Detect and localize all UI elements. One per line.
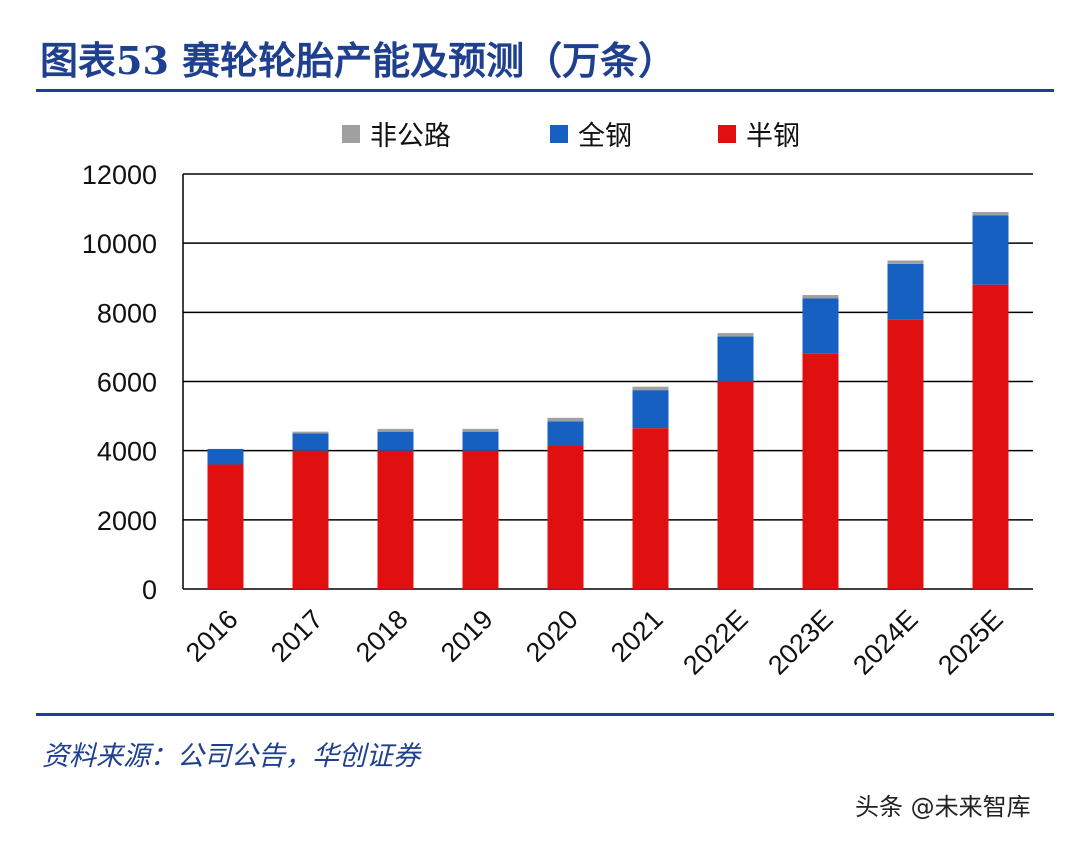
legend-swatch-off-road — [342, 124, 360, 143]
x-tick-label: 2018 — [350, 604, 414, 668]
x-tick-label: 2022E — [677, 604, 753, 680]
y-tick-label: 0 — [142, 575, 157, 605]
bar-off-road-2018 — [377, 428, 414, 432]
bar-semi-steel-2024E — [887, 319, 924, 589]
legend-label-semi-steel: 半钢 — [746, 121, 800, 152]
bar-all-steel-2021 — [632, 390, 669, 429]
y-tick-label: 4000 — [97, 437, 157, 467]
legend-swatch-all-steel — [550, 124, 568, 143]
legend-item-semi-steel: 半钢 — [718, 114, 800, 153]
watermark: 头条 @未来智库 — [855, 793, 1031, 821]
x-tick-label: 2016 — [180, 604, 244, 668]
legend-swatch-semi-steel — [718, 124, 736, 143]
bar-semi-steel-2025E — [972, 284, 1009, 589]
title-rule — [36, 89, 1054, 92]
bar-off-road-2025E — [972, 212, 1009, 216]
source-rule — [36, 713, 1054, 716]
x-tick-label: 2020 — [520, 604, 584, 668]
x-tick-label: 2019 — [435, 604, 499, 668]
stacked-bar-chart: 0 2000 4000 6000 8000 10000 12000 2016 2017 2018 2… — [82, 160, 1033, 680]
x-tick-label: 2024E — [847, 604, 923, 680]
legend: 非公路 全钢 半钢 — [0, 114, 1080, 154]
source-note: 资料来源：公司公告，华创证券 — [42, 741, 420, 772]
bar-off-road-2023E — [802, 295, 839, 299]
bar-off-road-2017 — [292, 431, 329, 434]
bar-semi-steel-2020 — [547, 445, 584, 589]
legend-item-all-steel: 全钢 — [550, 114, 632, 153]
bar-all-steel-2018 — [377, 431, 414, 451]
bar-all-steel-2020 — [547, 421, 584, 446]
bar-semi-steel-2017 — [292, 450, 329, 589]
bar-all-steel-2024E — [887, 263, 924, 320]
y-tick-label: 2000 — [97, 506, 157, 536]
bar-all-steel-2019 — [462, 431, 499, 451]
legend-label-all-steel: 全钢 — [578, 121, 632, 152]
bar-all-steel-2023E — [802, 298, 839, 354]
x-tick-label: 2023E — [762, 604, 838, 680]
y-tick-label: 10000 — [82, 229, 157, 259]
bar-off-road-2022E — [717, 333, 754, 337]
bar-all-steel-2016 — [207, 448, 244, 465]
x-tick-label: 2025E — [932, 604, 1008, 680]
bar-semi-steel-2018 — [377, 450, 414, 589]
bar-off-road-2019 — [462, 428, 499, 432]
y-tick-label: 8000 — [97, 298, 157, 328]
chart-title: 图表53 赛轮轮胎产能及预测（万条） — [40, 38, 677, 83]
bar-off-road-2020 — [547, 417, 584, 422]
legend-label-off-road: 非公路 — [370, 121, 451, 152]
bar-semi-steel-2021 — [632, 428, 669, 589]
bar-all-steel-2025E — [972, 215, 1009, 285]
x-tick-label: 2017 — [265, 604, 329, 668]
y-tick-label: 12000 — [82, 160, 157, 190]
bar-semi-steel-2016 — [207, 464, 244, 589]
bar-all-steel-2017 — [292, 433, 329, 451]
bar-semi-steel-2023E — [802, 353, 839, 589]
bar-off-road-2024E — [887, 260, 924, 264]
x-tick-label: 2021 — [605, 604, 669, 668]
bar-off-road-2021 — [632, 386, 669, 391]
bar-semi-steel-2019 — [462, 450, 499, 589]
legend-item-off-road: 非公路 — [342, 114, 451, 153]
y-tick-label: 6000 — [97, 368, 157, 398]
bar-semi-steel-2022E — [717, 381, 754, 589]
bar-all-steel-2022E — [717, 336, 754, 382]
